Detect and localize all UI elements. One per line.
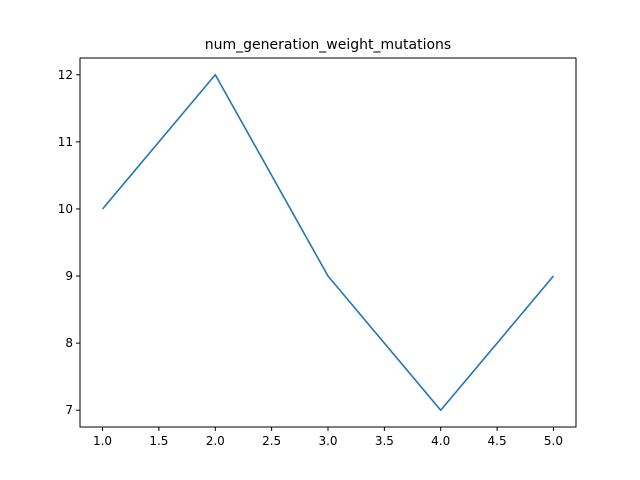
x-tick-label: 3.5 — [375, 434, 394, 448]
x-tick-label: 2.5 — [262, 434, 281, 448]
x-tick-label: 1.5 — [149, 434, 168, 448]
x-tick-label: 1.0 — [93, 434, 112, 448]
y-tick-label: 9 — [65, 269, 73, 283]
y-axis: 7 8 9 10 11 12 — [58, 68, 80, 417]
x-tick-label: 2.0 — [206, 434, 225, 448]
y-tick-label: 7 — [65, 403, 73, 417]
series-layer — [101, 73, 555, 412]
x-tick-label: 3.0 — [318, 434, 337, 448]
x-axis: 1.0 1.5 2.0 2.5 3.0 3.5 4.0 4.5 5.0 — [93, 427, 563, 448]
series-line-0 — [101, 73, 555, 412]
y-tick-label: 11 — [58, 135, 73, 149]
x-tick-label: 4.0 — [431, 434, 450, 448]
chart-title: num_generation_weight_mutations — [205, 37, 451, 53]
y-tick-label: 8 — [65, 336, 73, 350]
y-tick-label: 10 — [58, 202, 73, 216]
x-tick-label: 4.5 — [488, 434, 507, 448]
plot-frame — [79, 57, 577, 428]
x-tick-label: 5.0 — [544, 434, 563, 448]
y-tick-label: 12 — [58, 68, 73, 82]
